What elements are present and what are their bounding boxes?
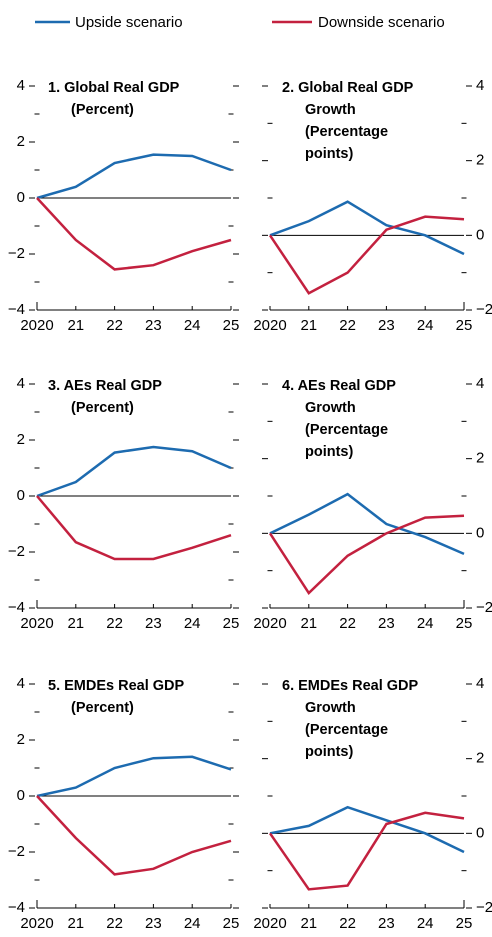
series-line <box>36 445 232 498</box>
panel-title: (Percent) <box>71 700 134 716</box>
x-tick-label: 25 <box>456 615 473 632</box>
x-tick-label: 25 <box>223 317 240 334</box>
x-tick-label: 21 <box>300 915 317 932</box>
series-line <box>268 215 465 295</box>
x-tick-label: 23 <box>145 915 162 932</box>
panel-title: (Percentage <box>305 422 388 438</box>
y-tick-label: 0 <box>17 487 25 504</box>
x-tick-label: 25 <box>456 317 473 334</box>
x-tick-label: 2020 <box>253 317 286 334</box>
y-tick-label: 2 <box>17 731 25 748</box>
y-tick-label: −2 <box>8 843 25 860</box>
y-tick-label: 4 <box>476 77 484 94</box>
y-tick-label: 0 <box>17 189 25 206</box>
legend-label: Downside scenario <box>318 14 445 31</box>
y-tick-label: −2 <box>476 599 492 616</box>
panel-title: Growth <box>305 400 356 416</box>
panel-title: points) <box>305 744 353 760</box>
x-tick-label: 2020 <box>20 317 53 334</box>
y-tick-label: 4 <box>17 675 25 692</box>
x-tick-label: 2020 <box>20 615 53 632</box>
x-tick-label: 24 <box>184 915 201 932</box>
series-line <box>269 200 465 256</box>
legend-label: Upside scenario <box>75 14 183 31</box>
y-tick-label: 0 <box>476 524 484 541</box>
y-tick-label: 4 <box>476 675 484 692</box>
x-tick-label: 24 <box>417 317 434 334</box>
y-tick-label: −4 <box>8 301 25 318</box>
panel-title: 2. Global Real GDP <box>282 80 414 96</box>
x-tick-label: 22 <box>106 615 123 632</box>
y-tick-label: 2 <box>476 750 484 767</box>
panel-title: Growth <box>305 102 356 118</box>
series-line <box>269 492 465 556</box>
panel-title: 5. EMDEs Real GDP <box>48 678 185 694</box>
y-tick-label: −2 <box>8 245 25 262</box>
y-tick-label: 0 <box>17 787 25 804</box>
y-tick-label: −4 <box>8 599 25 616</box>
series-line <box>36 197 232 271</box>
y-tick-label: −2 <box>8 543 25 560</box>
panel-title: 1. Global Real GDP <box>48 80 180 96</box>
x-tick-label: 23 <box>145 615 162 632</box>
panel-title: points) <box>305 146 353 162</box>
x-tick-label: 2020 <box>253 615 286 632</box>
x-tick-label: 22 <box>339 915 356 932</box>
y-tick-label: 2 <box>476 450 484 467</box>
y-tick-label: 4 <box>17 77 25 94</box>
x-tick-label: 25 <box>223 615 240 632</box>
x-tick-label: 23 <box>378 915 395 932</box>
x-tick-label: 21 <box>67 317 84 334</box>
panel-title: 4. AEs Real GDP <box>282 378 396 394</box>
x-tick-label: 24 <box>417 615 434 632</box>
y-tick-label: 4 <box>17 375 25 392</box>
x-tick-label: 24 <box>184 317 201 334</box>
series-line <box>36 153 232 200</box>
series-line <box>36 795 232 876</box>
panel-title: (Percent) <box>71 400 134 416</box>
series-line <box>268 514 465 596</box>
x-tick-label: 21 <box>300 317 317 334</box>
y-tick-label: −2 <box>476 301 492 318</box>
y-tick-label: 4 <box>476 375 484 392</box>
x-tick-label: 21 <box>67 915 84 932</box>
panel-title: 6. EMDEs Real GDP <box>282 678 419 694</box>
series-line <box>36 755 232 798</box>
x-tick-label: 23 <box>378 615 395 632</box>
x-tick-label: 24 <box>417 915 434 932</box>
panel-title: (Percentage <box>305 722 388 738</box>
y-tick-label: 2 <box>476 152 484 169</box>
panel-title: (Percent) <box>71 102 134 118</box>
panel-title: Growth <box>305 700 356 716</box>
x-tick-label: 22 <box>339 615 356 632</box>
y-tick-label: 0 <box>476 226 484 243</box>
panel-title: points) <box>305 444 353 460</box>
x-tick-label: 25 <box>223 915 240 932</box>
y-tick-label: 0 <box>476 824 484 841</box>
x-tick-label: 22 <box>339 317 356 334</box>
y-tick-label: −4 <box>8 899 25 916</box>
y-tick-label: 2 <box>17 431 25 448</box>
x-tick-label: 24 <box>184 615 201 632</box>
x-tick-label: 23 <box>145 317 162 334</box>
x-tick-label: 2020 <box>20 915 53 932</box>
x-tick-label: 21 <box>300 615 317 632</box>
series-line <box>268 811 465 891</box>
x-tick-label: 22 <box>106 317 123 334</box>
x-tick-label: 21 <box>67 615 84 632</box>
y-tick-label: −2 <box>476 899 492 916</box>
series-line <box>269 805 465 854</box>
x-tick-label: 22 <box>106 915 123 932</box>
series-line <box>36 495 232 561</box>
panel-title: (Percentage <box>305 124 388 140</box>
y-tick-label: 2 <box>17 133 25 150</box>
x-tick-label: 23 <box>378 317 395 334</box>
x-tick-label: 25 <box>456 915 473 932</box>
x-tick-label: 2020 <box>253 915 286 932</box>
panel-title: 3. AEs Real GDP <box>48 378 162 394</box>
